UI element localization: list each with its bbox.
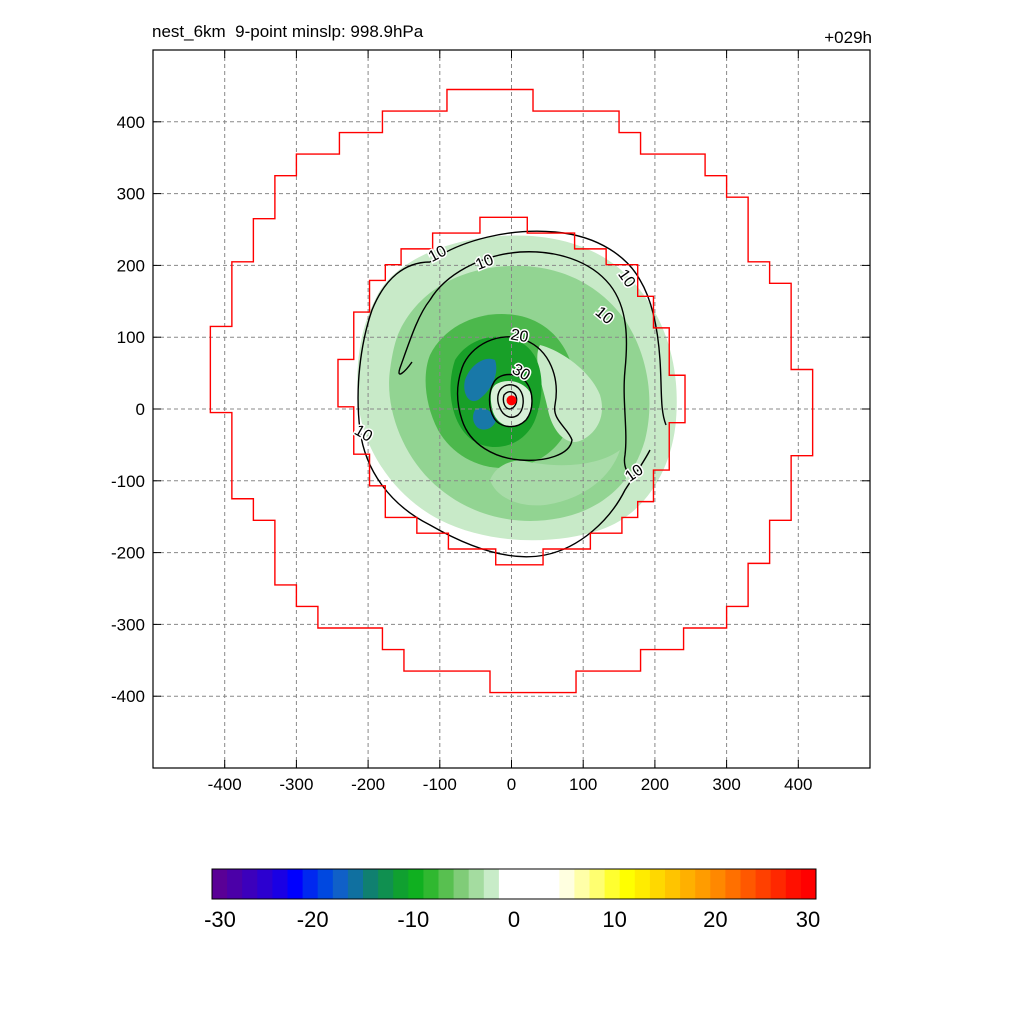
contour-label: 20	[509, 326, 530, 346]
contour-line-50	[502, 391, 518, 410]
colorbar-swatch	[589, 869, 606, 899]
colorbar-swatch	[740, 869, 757, 899]
colorbar-tick-label: -20	[297, 907, 329, 932]
x-tick-label: 100	[569, 775, 597, 794]
colorbar-swatch	[257, 869, 273, 899]
x-axis: -400 -300 -200 -100 0 100 200 300 400	[208, 50, 812, 794]
x-tick-label: -100	[423, 775, 457, 794]
y-axis: 400 300 200 100 0 -100 -200 -300 -400	[111, 113, 870, 706]
contour-line-10-outer	[357, 230, 667, 558]
colorbar-swatch	[363, 869, 379, 899]
colorbar-tick-label: -30	[204, 907, 236, 932]
y-tick-label: 0	[136, 400, 145, 419]
colorbar-swatch	[212, 869, 228, 899]
x-tick-label: 300	[712, 775, 740, 794]
colorbar-swatch	[665, 869, 681, 899]
colorbar-swatch	[302, 869, 319, 899]
contour-layer	[357, 230, 667, 558]
colorbar-swatch	[332, 869, 349, 899]
colorbar-swatch	[317, 869, 334, 899]
colorbar-swatch	[634, 869, 651, 899]
colorbar-swatch	[755, 869, 772, 899]
colorbar-swatch	[468, 869, 485, 899]
storm-center-marker	[506, 395, 517, 406]
x-tick-label: 400	[784, 775, 812, 794]
y-tick-label: 200	[117, 256, 145, 275]
colorbar-swatch	[785, 869, 802, 899]
y-tick-label: -200	[111, 544, 145, 563]
y-tick-label: 100	[117, 328, 145, 347]
colorbar-swatch	[242, 869, 258, 899]
colorbar-swatch	[514, 869, 530, 899]
colorbar-swatch	[347, 869, 364, 899]
colorbar-swatch	[559, 869, 575, 899]
colorbar-swatch	[544, 869, 560, 899]
colorbar-tick-label: 30	[796, 907, 820, 932]
colorbar-swatch	[408, 869, 424, 899]
colorbar-swatch	[287, 869, 304, 899]
colorbar-tick-label: 10	[602, 907, 626, 932]
x-tick-label: -300	[279, 775, 313, 794]
x-tick-label: -200	[351, 775, 385, 794]
forecast-hour-label: +029h	[824, 28, 872, 47]
field-blue-max-2	[473, 408, 496, 430]
y-tick-label: -400	[111, 687, 145, 706]
colorbar-swatch	[680, 869, 696, 899]
colorbar-tick-label: -10	[397, 907, 429, 932]
colorbar-swatch	[725, 869, 741, 899]
field-blue-max	[464, 358, 497, 402]
colorbar: -30 -20 -10 0 10 20 30	[204, 868, 820, 932]
y-tick-label: 400	[117, 113, 145, 132]
nest-boundary-inner	[337, 216, 686, 566]
x-tick-label: 0	[507, 775, 516, 794]
colorbar-swatch	[453, 869, 470, 899]
colorbar-frame	[211, 868, 817, 900]
colorbar-swatch	[498, 869, 515, 899]
colorbar-tick-label: 20	[703, 907, 727, 932]
y-tick-label: -300	[111, 615, 145, 634]
shaded-field-layer	[357, 235, 677, 541]
field-light-gap-2	[490, 450, 620, 506]
plot-title: nest_6km 9-point minslp: 998.9hPa	[152, 22, 424, 41]
nest-boundary-layer	[209, 88, 814, 694]
colorbar-swatch	[770, 869, 787, 899]
contour-line-40	[497, 384, 524, 418]
colorbar-swatch	[393, 869, 409, 899]
colorbar-swatch	[529, 869, 545, 899]
colorbar-swatch	[619, 869, 636, 899]
colorbar-tick-label: 0	[508, 907, 520, 932]
y-tick-label: 300	[117, 185, 145, 204]
contour-line-10-inner	[398, 251, 641, 478]
colorbar-swatch	[423, 869, 439, 899]
colorbar-swatch	[227, 869, 243, 899]
y-tick-label: -100	[111, 472, 145, 491]
field-light-gap	[537, 345, 602, 442]
nest-boundary-outer	[209, 88, 814, 694]
colorbar-swatch	[695, 869, 711, 899]
colorbar-swatch	[574, 869, 590, 899]
colorbar-swatch	[800, 869, 817, 899]
x-tick-label: 200	[641, 775, 669, 794]
colorbar-swatch	[649, 869, 666, 899]
colorbar-swatch	[710, 869, 726, 899]
contour-line-30	[488, 373, 533, 428]
contour-line-20	[456, 336, 573, 462]
x-tick-label: -400	[208, 775, 242, 794]
colorbar-swatch	[378, 869, 394, 899]
colorbar-swatch	[438, 869, 455, 899]
colorbar-swatch	[483, 869, 500, 899]
colorbar-swatch	[604, 869, 621, 899]
grid-layer	[153, 50, 870, 768]
colorbar-swatch	[272, 869, 288, 899]
